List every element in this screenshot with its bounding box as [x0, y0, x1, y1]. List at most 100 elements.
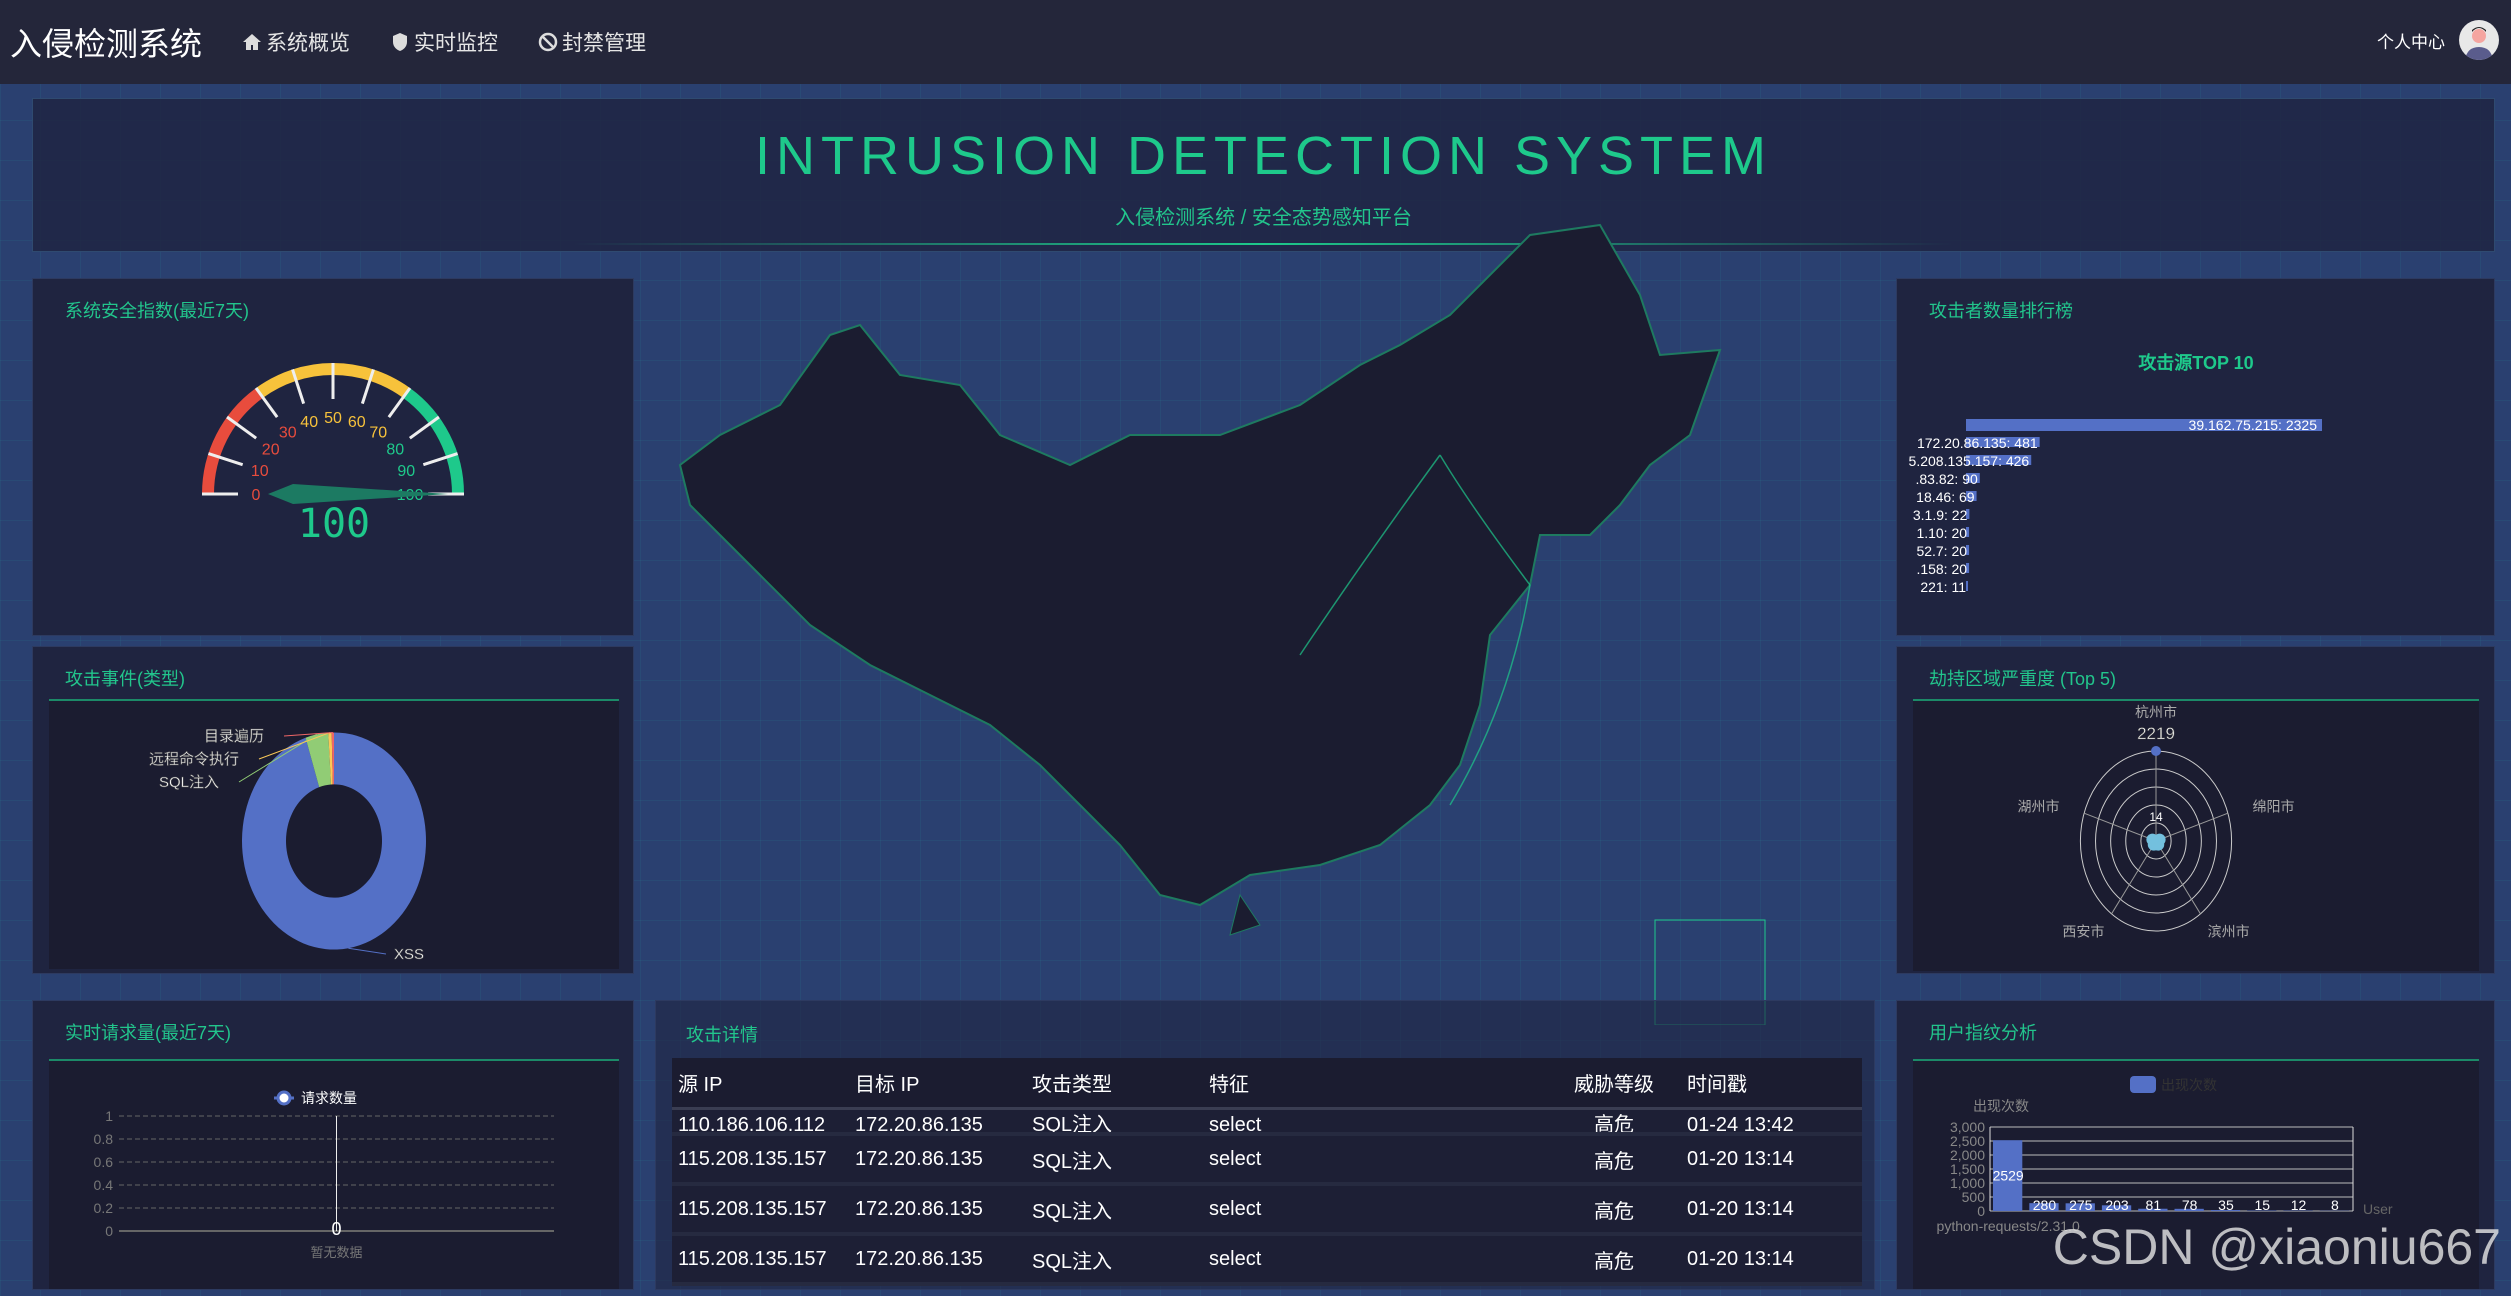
nav-monitor[interactable]: 实时监控	[390, 27, 498, 57]
table-cell: select	[1203, 1134, 1541, 1184]
bar-label: 2529	[1993, 1168, 2024, 1184]
nav-label: 实时监控	[414, 27, 498, 57]
table-cell: SQL注入	[1026, 1234, 1203, 1284]
y-axis-title: 出现次数	[1973, 1098, 2029, 1114]
table-cell: SQL注入	[1026, 1134, 1203, 1184]
pie-label: 远程命令执行	[149, 750, 239, 768]
column-header[interactable]: 时间戳	[1681, 1058, 1862, 1108]
x-axis-title: User	[2363, 1201, 2393, 1217]
x-tick-label: 暂无数据	[310, 1245, 362, 1260]
table-cell: 01-20 13:14	[1681, 1184, 1862, 1234]
gauge-tick-label: 20	[262, 442, 280, 459]
column-header[interactable]: 源 IP	[672, 1058, 849, 1108]
radar-indicator: 杭州市	[2135, 704, 2177, 720]
y-tick-label: 0.6	[94, 1154, 114, 1170]
y-tick-label: 0.2	[94, 1200, 114, 1216]
bar-label: 8	[2331, 1197, 2339, 1213]
column-header[interactable]: 特征	[1203, 1058, 1541, 1108]
panel-title: 实时请求量(最近7天)	[65, 1019, 231, 1045]
ban-icon	[538, 32, 558, 52]
nav-ban[interactable]: 封禁管理	[538, 27, 646, 57]
table-cell: 高危	[1541, 1184, 1681, 1234]
bar-label: 78	[2182, 1197, 2198, 1213]
bar-label: .83.82: 90	[1915, 471, 1977, 487]
table-cell: SQL注入	[1026, 1108, 1203, 1134]
bar-label: 203	[2105, 1197, 2129, 1213]
y-tick-label: 0.8	[94, 1131, 114, 1147]
y-tick-label: 1	[105, 1108, 113, 1124]
table-cell: 高危	[1541, 1234, 1681, 1284]
banner-title: INTRUSION DETECTION SYSTEM	[33, 125, 2494, 187]
table-cell: 172.20.86.135	[849, 1134, 1026, 1184]
avatar[interactable]	[2459, 20, 2499, 60]
radar-indicator: 西安市	[2062, 924, 2104, 940]
table-cell: 172.20.86.135	[849, 1234, 1026, 1284]
y-tick-label: 1,000	[1950, 1175, 1985, 1191]
panel-title: 攻击事件(类型)	[65, 665, 185, 691]
nav-label: 封禁管理	[562, 27, 646, 57]
panel-title: 攻击详情	[686, 1021, 758, 1047]
table-cell: 01-20 13:14	[1681, 1234, 1862, 1284]
radar-axis	[2112, 841, 2156, 914]
bar-label: 275	[2069, 1197, 2093, 1213]
y-tick-label: 0	[1977, 1203, 1985, 1219]
shield-icon	[390, 32, 410, 52]
table-cell: 115.208.135.157	[672, 1234, 849, 1284]
y-tick-label: 1,500	[1950, 1161, 1985, 1177]
bar-label: 3.1.9: 22	[1913, 507, 1968, 523]
bar-label: 35	[2218, 1197, 2234, 1213]
radar-axis	[2156, 841, 2200, 914]
gauge-tick-label: 30	[279, 425, 297, 442]
nav-label: 系统概览	[266, 27, 350, 57]
top-navbar: 入侵检测系统 系统概览 实时监控 封禁管理 个人中心	[0, 0, 2511, 84]
table-cell: 115.208.135.157	[672, 1134, 849, 1184]
gauge-tick-label: 60	[348, 414, 366, 431]
china-map	[660, 205, 1860, 1025]
table-cell: 110.186.106.112	[672, 1108, 849, 1134]
pie-label: 目录遍历	[204, 728, 264, 745]
bar-label: 12	[2291, 1197, 2307, 1213]
y-tick-label: 0	[105, 1223, 113, 1239]
user-center[interactable]: 个人中心	[2377, 20, 2499, 60]
column-header[interactable]: 攻击类型	[1026, 1058, 1203, 1108]
bar-label: 39.162.75.215: 2325	[2189, 417, 2318, 433]
column-header[interactable]: 目标 IP	[849, 1058, 1026, 1108]
gauge-tick-label: 10	[251, 463, 269, 480]
bar-label: 5.208.135.157: 426	[1909, 453, 2030, 469]
pie-label: SQL注入	[159, 774, 219, 791]
legend-swatch	[2130, 1076, 2156, 1093]
radar-indicator: 湖州市	[2018, 798, 2060, 814]
panel-title: 用户指纹分析	[1929, 1019, 2037, 1045]
legend-label: 出现次数	[2161, 1077, 2217, 1093]
bar-label: 18.46: 69	[1916, 489, 1975, 505]
bar-label: 52.7: 20	[1916, 543, 1967, 559]
legend-marker	[278, 1092, 290, 1104]
column-header[interactable]: 威胁等级	[1541, 1058, 1681, 1108]
bar-label: 221: 11	[1920, 579, 1966, 595]
radar-value-label: 14	[2149, 810, 2163, 824]
gauge-tick-label: 70	[369, 425, 387, 442]
bar-label: .158: 20	[1916, 561, 1967, 577]
radar-axis	[2084, 813, 2156, 841]
app-title: 入侵检测系统	[10, 19, 202, 65]
nav-overview[interactable]: 系统概览	[242, 27, 350, 57]
radar-value-label: 2219	[2137, 724, 2175, 743]
bar-label: 15	[2254, 1197, 2270, 1213]
bar-label: 172.20.86.135: 481	[1917, 435, 2038, 451]
radar-point	[2151, 746, 2161, 756]
y-tick-label: 3,000	[1950, 1119, 1985, 1135]
bar-label: 1.10: 20	[1916, 525, 1967, 541]
